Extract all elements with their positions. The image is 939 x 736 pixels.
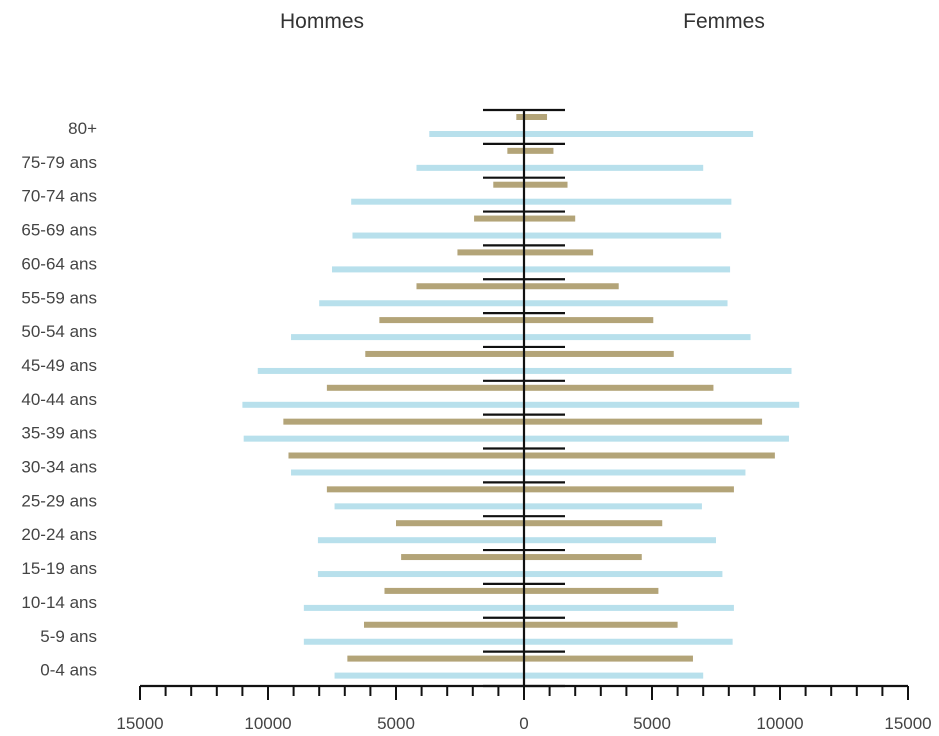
bar-right-a-75-79-ans: [524, 147, 554, 154]
bars-layer: [242, 114, 800, 679]
y-label-10-14-ans: 10-14 ans: [21, 593, 97, 612]
y-axis-labels: 0-4 ans 5-9 ans 10-14 ans 15-19 ans 20-24 an…: [21, 119, 97, 680]
bar-left-b-45-49-ans: [257, 367, 524, 374]
bar-right-b-15-19-ans: [524, 571, 723, 578]
bar-right-b-75-79-ans: [524, 164, 704, 171]
bar-left-a-70-74-ans: [493, 181, 524, 188]
bar-left-a-5-9-ans: [364, 621, 524, 628]
bar-left-b-40-44-ans: [242, 401, 524, 408]
bar-left-b-35-39-ans: [243, 435, 524, 442]
bar-right-b-80-: [524, 131, 754, 137]
bar-left-b-0-4-ans: [334, 672, 524, 679]
bar-left-a-45-49-ans: [365, 350, 524, 357]
bar-left-a-50-54-ans: [379, 317, 524, 324]
y-label-65-69-ans: 65-69 ans: [21, 221, 97, 240]
bar-right-a-35-39-ans: [524, 418, 763, 425]
y-label-15-19-ans: 15-19 ans: [21, 559, 97, 578]
bar-left-b-5-9-ans: [303, 638, 524, 645]
bar-left-b-65-69-ans: [352, 232, 524, 239]
x-tick-label: 15000: [884, 714, 931, 733]
bar-left-b-80-: [429, 131, 524, 137]
y-label-50-54-ans: 50-54 ans: [21, 322, 97, 341]
y-label-25-29-ans: 25-29 ans: [21, 491, 97, 510]
bar-right-b-65-69-ans: [524, 232, 722, 239]
bar-left-a-55-59-ans: [416, 283, 524, 290]
bar-right-b-50-54-ans: [524, 334, 751, 341]
bar-left-b-60-64-ans: [332, 266, 524, 273]
bar-right-a-15-19-ans: [524, 554, 642, 561]
bar-left-a-25-29-ans: [326, 486, 524, 493]
bar-right-a-65-69-ans: [524, 215, 576, 222]
bar-left-a-40-44-ans: [326, 384, 524, 391]
bar-left-a-10-14-ans: [384, 587, 524, 594]
y-label-55-59-ans: 55-59 ans: [21, 288, 97, 307]
x-tick-label: 5000: [633, 714, 671, 733]
x-tick-label: 0: [519, 714, 528, 733]
bar-right-b-70-74-ans: [524, 198, 732, 205]
x-tick-label: 5000: [377, 714, 415, 733]
x-tick-label: 10000: [244, 714, 291, 733]
bar-right-b-40-44-ans: [524, 401, 800, 408]
y-label-45-49-ans: 45-49 ans: [21, 356, 97, 375]
y-label-30-34-ans: 30-34 ans: [21, 458, 97, 477]
bar-right-a-0-4-ans: [524, 655, 693, 662]
bar-right-b-20-24-ans: [524, 537, 716, 544]
bar-left-a-65-69-ans: [474, 215, 524, 222]
y-label-0-4-ans: 0-4 ans: [40, 661, 97, 680]
bar-left-a-80-: [516, 114, 524, 120]
bar-left-b-30-34-ans: [291, 469, 524, 476]
x-axis: 15000 10000 5000 0 5000 10000 15000: [116, 110, 932, 733]
bar-right-a-50-54-ans: [524, 317, 654, 324]
bar-right-b-5-9-ans: [524, 638, 733, 645]
bar-right-a-30-34-ans: [524, 452, 775, 459]
bar-right-a-5-9-ans: [524, 621, 678, 628]
bar-left-a-60-64-ans: [457, 249, 524, 256]
bar-left-a-35-39-ans: [283, 418, 524, 425]
bar-left-b-10-14-ans: [303, 604, 524, 611]
x-tick-label: 15000: [116, 714, 163, 733]
bar-right-a-10-14-ans: [524, 587, 659, 594]
bar-left-b-25-29-ans: [334, 503, 524, 510]
y-label-35-39-ans: 35-39 ans: [21, 424, 97, 443]
bar-right-b-25-29-ans: [524, 503, 702, 510]
y-label-75-79-ans: 75-79 ans: [21, 153, 97, 172]
bar-left-b-20-24-ans: [317, 537, 524, 544]
bar-left-a-15-19-ans: [401, 554, 524, 561]
bar-left-b-15-19-ans: [317, 571, 524, 578]
y-label-40-44-ans: 40-44 ans: [21, 390, 97, 409]
y-label-20-24-ans: 20-24 ans: [21, 525, 97, 544]
bar-right-a-45-49-ans: [524, 350, 674, 357]
bar-left-b-70-74-ans: [351, 198, 524, 205]
bar-left-b-55-59-ans: [319, 300, 524, 307]
bar-right-b-10-14-ans: [524, 604, 734, 611]
bar-right-b-30-34-ans: [524, 469, 746, 476]
bar-left-b-75-79-ans: [416, 164, 524, 171]
x-tick-label: 10000: [756, 714, 803, 733]
bar-right-b-60-64-ans: [524, 266, 731, 273]
bar-left-a-20-24-ans: [396, 520, 524, 527]
header-hommes: Hommes: [279, 10, 365, 33]
bar-right-a-40-44-ans: [524, 384, 714, 391]
bar-left-a-30-34-ans: [288, 452, 524, 459]
bar-right-b-45-49-ans: [524, 367, 792, 374]
bar-right-a-55-59-ans: [524, 283, 619, 290]
bar-left-b-50-54-ans: [291, 334, 524, 341]
bar-right-a-70-74-ans: [524, 181, 568, 188]
header-femmes: Femmes: [683, 10, 765, 33]
bar-left-a-0-4-ans: [347, 655, 524, 662]
bar-right-a-25-29-ans: [524, 486, 734, 493]
bar-right-b-55-59-ans: [524, 300, 728, 307]
y-label-60-64-ans: 60-64 ans: [21, 254, 97, 273]
bar-right-a-60-64-ans: [524, 249, 594, 256]
bar-right-b-35-39-ans: [524, 435, 789, 442]
y-label-80-: 80+: [68, 119, 97, 138]
bar-right-a-80-: [524, 114, 548, 120]
y-label-70-74-ans: 70-74 ans: [21, 187, 97, 206]
bar-right-b-0-4-ans: [524, 672, 704, 679]
y-label-5-9-ans: 5-9 ans: [40, 627, 97, 646]
bar-right-a-20-24-ans: [524, 520, 663, 527]
bar-left-a-75-79-ans: [507, 147, 524, 154]
